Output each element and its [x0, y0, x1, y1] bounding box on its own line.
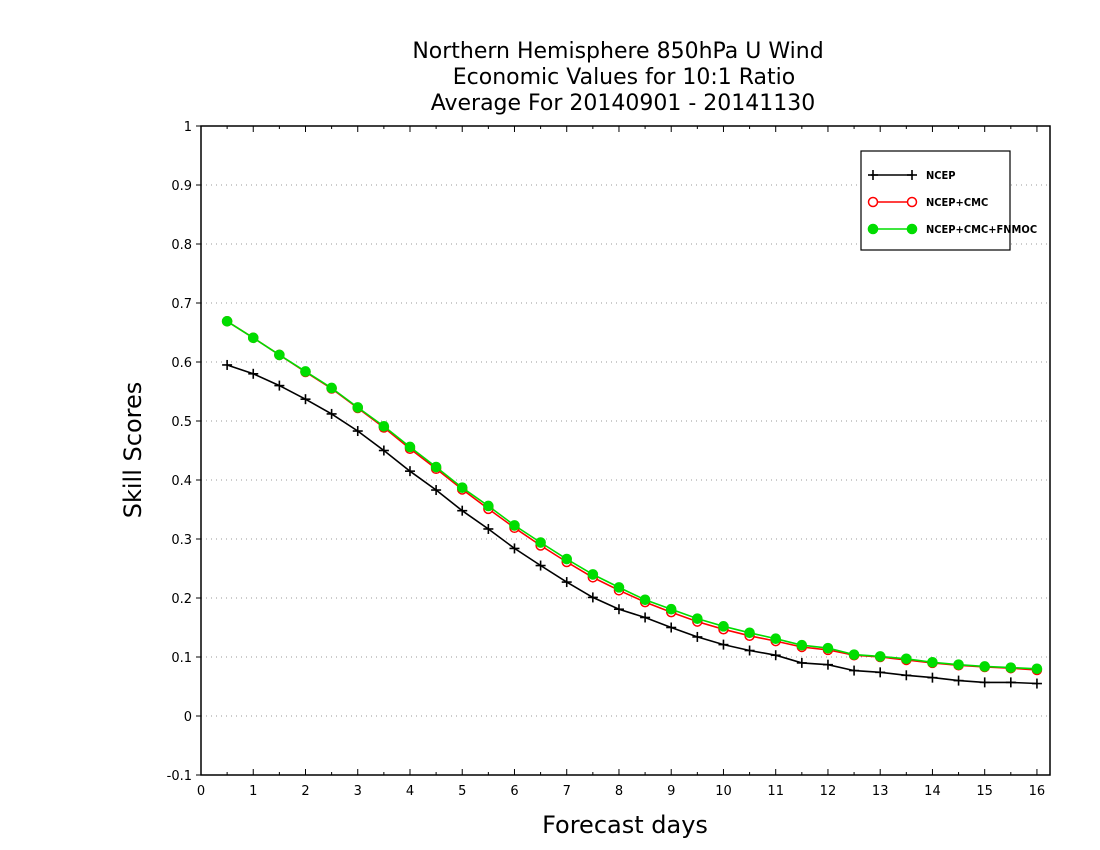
point-marker	[953, 659, 964, 670]
point-marker	[326, 382, 337, 394]
point-marker	[867, 223, 879, 235]
point-marker	[906, 223, 918, 235]
legend-item: NCEP	[868, 169, 956, 182]
point-marker	[535, 537, 546, 548]
point-marker	[378, 421, 390, 432]
point-marker	[1005, 662, 1017, 673]
y-tick-label: -0.1	[167, 769, 192, 784]
y-tick-label: 0.6	[171, 356, 192, 371]
legend-label: NCEP+CMC	[926, 196, 988, 209]
point-marker	[404, 441, 416, 453]
point-marker	[430, 461, 442, 473]
point-marker	[274, 349, 285, 361]
legend-label: NCEP	[926, 169, 956, 182]
x-tick-label: 7	[563, 784, 571, 799]
point-marker	[456, 482, 468, 493]
y-tick-label: 0.9	[171, 179, 192, 194]
chart-title: Northern Hemisphere 850hPa U Wind Econom…	[412, 39, 823, 116]
point-marker	[979, 661, 990, 672]
point-marker	[906, 196, 918, 208]
legend-item: NCEP+CMC	[867, 196, 988, 209]
series-ncep	[222, 359, 1042, 689]
x-axis-label: Forecast days	[542, 811, 708, 839]
legend-label: NCEP+CMC+FNMOC	[926, 223, 1037, 236]
x-tick-label: 2	[301, 784, 309, 799]
x-tick-label: 3	[354, 784, 362, 799]
series-layer	[221, 315, 1043, 689]
point-marker	[901, 653, 912, 665]
point-marker	[300, 366, 311, 377]
y-tick-label: 0.2	[171, 592, 192, 607]
point-marker	[770, 633, 782, 645]
series-ncep-cmc	[221, 316, 1043, 676]
x-tick-label: 6	[510, 784, 518, 799]
point-marker	[509, 520, 520, 531]
point-marker	[587, 569, 599, 580]
x-tick-label: 1	[249, 784, 257, 799]
point-marker	[796, 639, 808, 651]
point-marker	[221, 315, 233, 327]
x-tick-label: 14	[924, 784, 941, 799]
point-marker	[744, 627, 755, 639]
series-line	[226, 320, 1037, 671]
x-tick-label: 16	[1029, 784, 1046, 799]
y-axis-label: Skill Scores	[119, 382, 147, 519]
point-marker	[874, 651, 886, 662]
point-marker	[927, 657, 938, 668]
point-marker	[561, 553, 573, 565]
point-marker	[718, 621, 729, 632]
legend-items: NCEP NCEP+CMC NCEP+CMC+FNMOC	[867, 169, 1037, 236]
x-tick-label: 5	[458, 784, 466, 799]
point-marker	[692, 613, 703, 624]
point-marker	[822, 642, 834, 654]
point-marker	[247, 332, 259, 344]
title-line-2: Economic Values for 10:1 Ratio	[453, 65, 795, 90]
point-marker	[639, 594, 651, 606]
y-tick-label: 0.3	[171, 533, 192, 548]
y-tick-label: 0.5	[171, 415, 192, 430]
y-tick-label: 0	[184, 710, 192, 725]
x-tick-label: 15	[976, 784, 993, 799]
point-marker	[1031, 663, 1043, 675]
x-tick-label: 10	[715, 784, 732, 799]
point-marker	[665, 603, 677, 615]
legend: NCEP NCEP+CMC NCEP+CMC+FNMOC	[860, 150, 1037, 251]
x-tick-label: 13	[872, 784, 889, 799]
x-tick-label: 0	[197, 784, 205, 799]
axes: -0.100.10.20.30.40.50.60.70.80.910 1 2 3 4 5 6…	[167, 120, 1046, 799]
series-line	[226, 320, 1037, 670]
title-line-3: Average For 20140901 - 20141130	[431, 91, 816, 116]
x-tick-label: 11	[767, 784, 784, 799]
point-marker	[867, 196, 879, 208]
y-tick-label: 0.8	[171, 238, 192, 253]
x-tick-label: 9	[667, 784, 675, 799]
y-tick-label: 0.1	[171, 651, 192, 666]
point-marker	[483, 500, 494, 512]
point-marker	[352, 402, 364, 413]
y-tick-label: 0.7	[171, 297, 192, 312]
x-tick-label: 4	[406, 784, 414, 799]
series-line	[226, 364, 1037, 685]
legend-item: NCEP+CMC+FNMOC	[867, 223, 1037, 236]
y-tick-label: 0.4	[171, 474, 192, 489]
plot-frame	[200, 125, 1051, 776]
grid-lines	[201, 184, 1050, 717]
point-marker	[848, 649, 860, 660]
legend-box	[860, 150, 1011, 251]
title-line-1: Northern Hemisphere 850hPa U Wind	[412, 39, 823, 64]
point-marker	[613, 582, 625, 593]
series-ncep-cmc-fnmoc	[221, 315, 1043, 675]
x-tick-label: 12	[820, 784, 837, 799]
y-tick-label: 1	[184, 120, 192, 135]
x-tick-label: 8	[615, 784, 623, 799]
